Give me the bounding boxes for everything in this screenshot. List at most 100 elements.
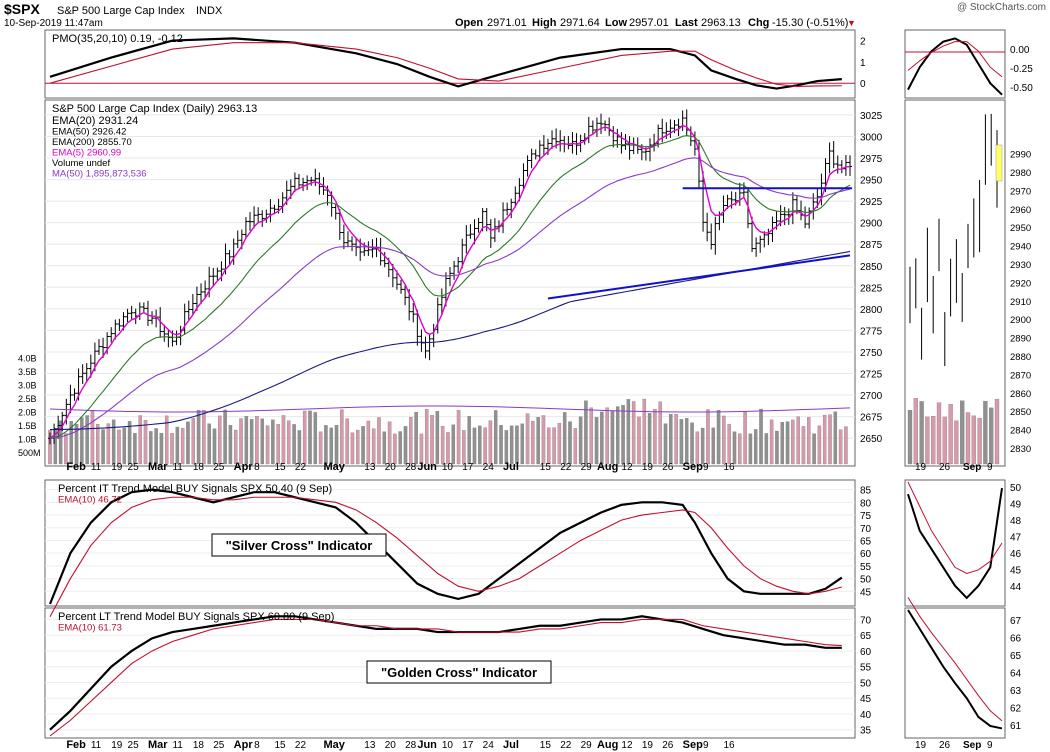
- low-label: Low: [605, 17, 627, 29]
- last-value: 2963.13: [701, 17, 741, 29]
- it-tick-label: 65: [860, 536, 872, 547]
- month-label: Mar: [148, 461, 168, 473]
- month-label: Feb: [66, 461, 86, 473]
- volume-bar: [170, 433, 174, 465]
- volume-bar: [764, 433, 769, 465]
- price-zoom-panel: [904, 99, 1006, 467]
- indicator-lines: [48, 37, 1003, 737]
- price-zoom-tick: 2910: [1010, 297, 1031, 308]
- volume-tick-label: 3.5B: [18, 367, 37, 377]
- volume-bar: [679, 419, 684, 465]
- volume-bar: [64, 433, 68, 465]
- price-tick-label: 2800: [860, 305, 883, 316]
- price-zoom-tick: 2880: [1010, 352, 1031, 363]
- volume-bar: [456, 410, 461, 465]
- zoom-volume-bar: [994, 398, 1000, 465]
- pmo-tick-label: 0: [860, 79, 866, 90]
- zoom-volume-bar: [925, 416, 930, 465]
- zoom-date-label: 9: [987, 462, 993, 473]
- volume-bar: [690, 422, 694, 465]
- volume-bar: [499, 425, 503, 465]
- volume-bar: [467, 416, 471, 465]
- volume-bar: [584, 400, 588, 465]
- volume-bar: [175, 426, 180, 465]
- watermark: @ StockCharts.com: [957, 2, 1046, 13]
- day-label: 20: [385, 462, 397, 473]
- volume-bar: [711, 427, 716, 465]
- volume-bar: [833, 411, 838, 465]
- volume-bar: [297, 430, 302, 465]
- volume-bar: [791, 419, 795, 465]
- it-zoom-line-1: [907, 481, 1003, 575]
- volume-bar: [96, 423, 100, 465]
- volume-bar: [669, 414, 673, 465]
- month-label: Sep: [683, 739, 703, 751]
- volume-bar: [589, 407, 593, 465]
- volume-bar: [414, 411, 418, 465]
- volume-bar: [515, 425, 519, 465]
- day-label: 13: [364, 462, 376, 473]
- price-legend: EMA(200) 2855.70: [52, 137, 132, 148]
- price-zoom-tick: 2900: [1010, 315, 1031, 326]
- price-zoom-tick: 2830: [1010, 444, 1031, 455]
- volume-bar: [233, 429, 238, 465]
- lt-zoom-tick: 66: [1010, 634, 1022, 645]
- day-label: 28: [405, 740, 417, 751]
- symbol: $SPX: [4, 1, 40, 17]
- golden-cross-box: "Golden Cross" Indicator: [366, 660, 552, 684]
- price-tick-label: 2875: [860, 240, 883, 251]
- exchange: INDX: [196, 5, 223, 17]
- low-value: 2957.01: [629, 17, 669, 29]
- volume-bar: [212, 428, 217, 465]
- volume-bar: [817, 425, 822, 465]
- volume-bar: [700, 427, 705, 465]
- zoom-date-label: 19: [915, 740, 927, 751]
- zoom-volume-bar: [954, 420, 959, 465]
- volume-bar: [207, 423, 211, 465]
- month-label: Aug: [597, 461, 618, 473]
- day-label: 22: [295, 462, 307, 473]
- it-ema-line: [49, 496, 842, 617]
- price-zoom-tick: 2940: [1010, 242, 1031, 253]
- zoom-volume-bar: [942, 416, 947, 465]
- volume-bar: [382, 431, 387, 465]
- volume-bar: [807, 417, 811, 465]
- day-label: 16: [723, 462, 735, 473]
- volume-bar: [695, 431, 700, 465]
- volume-bar: [547, 427, 551, 465]
- open-value: 2971.01: [487, 17, 527, 29]
- it-legend: Percent IT Trend Model BUY Signals SPX 5…: [58, 483, 332, 495]
- lt-panel: [44, 607, 856, 739]
- it-tick-label: 55: [860, 562, 872, 573]
- lt-tick-label: 55: [860, 663, 872, 674]
- zoom-volume-bar: [965, 412, 971, 465]
- last-price-highlight: [995, 144, 1003, 182]
- chg-label: Chg: [748, 17, 769, 29]
- volume-bar: [80, 417, 84, 465]
- price-zoom-tick: 2890: [1010, 334, 1031, 345]
- month-label: Jul: [503, 461, 519, 473]
- volume-bar: [658, 401, 662, 465]
- day-label: 25: [213, 462, 225, 473]
- volume-bar: [775, 430, 779, 465]
- day-label: 12: [621, 740, 633, 751]
- price-tick-label: 2850: [860, 262, 883, 273]
- volume-bar: [520, 423, 524, 465]
- price-zoom-tick: 2860: [1010, 389, 1031, 400]
- chg-down-icon: ▼: [847, 18, 856, 28]
- volume-tick-label: 1.5B: [18, 421, 37, 431]
- volume-bar: [451, 424, 456, 465]
- ema20-line: [49, 135, 851, 439]
- volume-bar: [223, 409, 227, 465]
- it-zoom-tick: 49: [1010, 500, 1022, 511]
- volume-bar: [143, 420, 148, 465]
- day-label: 11: [172, 740, 183, 751]
- pmo-zoom-tick: -0.25: [1010, 64, 1033, 75]
- lt-zoom-panel: [904, 607, 1006, 739]
- zoom-date-label: 26: [939, 740, 951, 751]
- volume-bar: [462, 430, 466, 465]
- volume-bar: [239, 418, 243, 465]
- volume-bar: [647, 413, 652, 465]
- volume-bar: [743, 412, 747, 465]
- volume-bar: [748, 433, 753, 465]
